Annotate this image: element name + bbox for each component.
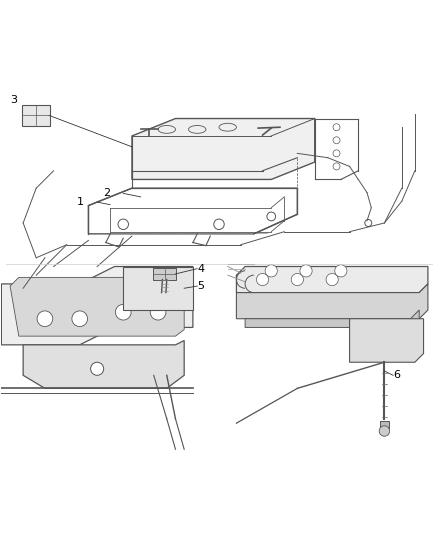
Polygon shape (123, 266, 193, 310)
Polygon shape (237, 266, 428, 293)
Text: 5: 5 (197, 281, 204, 291)
Circle shape (116, 304, 131, 320)
Circle shape (335, 265, 347, 277)
Text: 4: 4 (197, 264, 205, 273)
Circle shape (37, 311, 53, 327)
Circle shape (300, 265, 312, 277)
Circle shape (291, 273, 304, 286)
Polygon shape (1, 266, 193, 345)
Polygon shape (10, 277, 184, 336)
Circle shape (379, 426, 390, 436)
Circle shape (91, 362, 104, 375)
Polygon shape (237, 284, 428, 319)
Polygon shape (23, 341, 184, 389)
FancyBboxPatch shape (22, 104, 50, 126)
Circle shape (265, 265, 277, 277)
Circle shape (365, 220, 372, 227)
Text: 2: 2 (103, 188, 110, 198)
FancyBboxPatch shape (380, 421, 389, 428)
Polygon shape (245, 310, 419, 327)
Circle shape (150, 304, 166, 320)
Circle shape (326, 273, 338, 286)
Text: 6: 6 (393, 370, 400, 381)
Text: 3: 3 (10, 95, 17, 106)
Text: 1: 1 (77, 197, 84, 207)
Circle shape (72, 311, 88, 327)
Circle shape (256, 273, 268, 286)
FancyBboxPatch shape (153, 268, 177, 280)
Polygon shape (132, 118, 315, 180)
Polygon shape (350, 319, 424, 362)
